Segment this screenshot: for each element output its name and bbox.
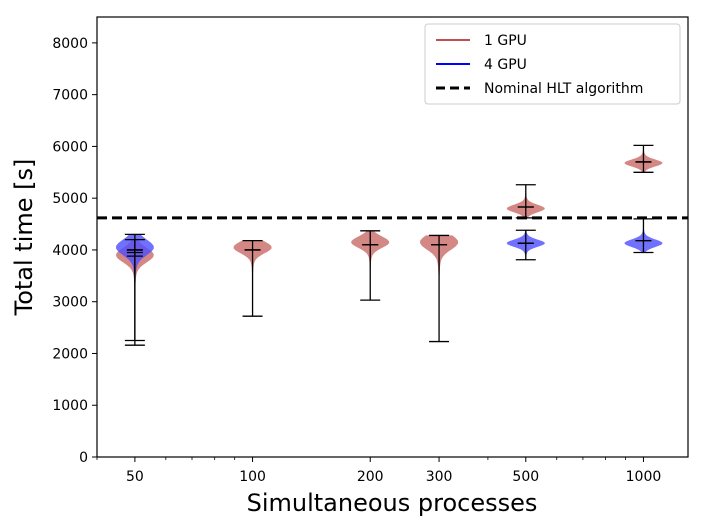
y-tick-label: 8000 [52, 36, 88, 52]
x-axis: 50 100 200 300 500 1000 [96, 457, 662, 485]
x-tick-label: 1000 [626, 469, 662, 485]
y-tick-label: 1000 [52, 398, 88, 414]
x-tick-label: 300 [426, 469, 453, 485]
plot-frame [96, 16, 689, 458]
x-tick-label: 500 [512, 469, 539, 485]
legend-label-nominal: Nominal HLT algorithm [484, 81, 643, 97]
y-tick-label: 2000 [52, 346, 88, 362]
legend: 1 GPU 4 GPU Nominal HLT algorithm [424, 23, 681, 105]
legend-box [424, 23, 681, 105]
legend-label-4gpu: 4 GPU [484, 57, 527, 73]
x-tick-label: 200 [357, 469, 384, 485]
y-axis: 0 1000 2000 3000 4000 5000 6000 7000 8000 [52, 36, 97, 466]
y-axis-title: Total time [s] [10, 159, 38, 317]
y-tick-label: 4000 [52, 243, 88, 259]
x-tick-label: 100 [239, 469, 266, 485]
x-tick-label: 50 [126, 469, 144, 485]
y-tick-label: 5000 [52, 191, 88, 207]
y-tick-label: 6000 [52, 139, 88, 155]
whiskers-layer [124, 144, 654, 346]
y-tick-label: 0 [79, 450, 88, 466]
y-tick-label: 7000 [52, 88, 88, 104]
y-tick-label: 3000 [52, 295, 88, 311]
legend-label-1gpu: 1 GPU [484, 33, 527, 49]
x-axis-title: Simultaneous processes [247, 489, 538, 517]
